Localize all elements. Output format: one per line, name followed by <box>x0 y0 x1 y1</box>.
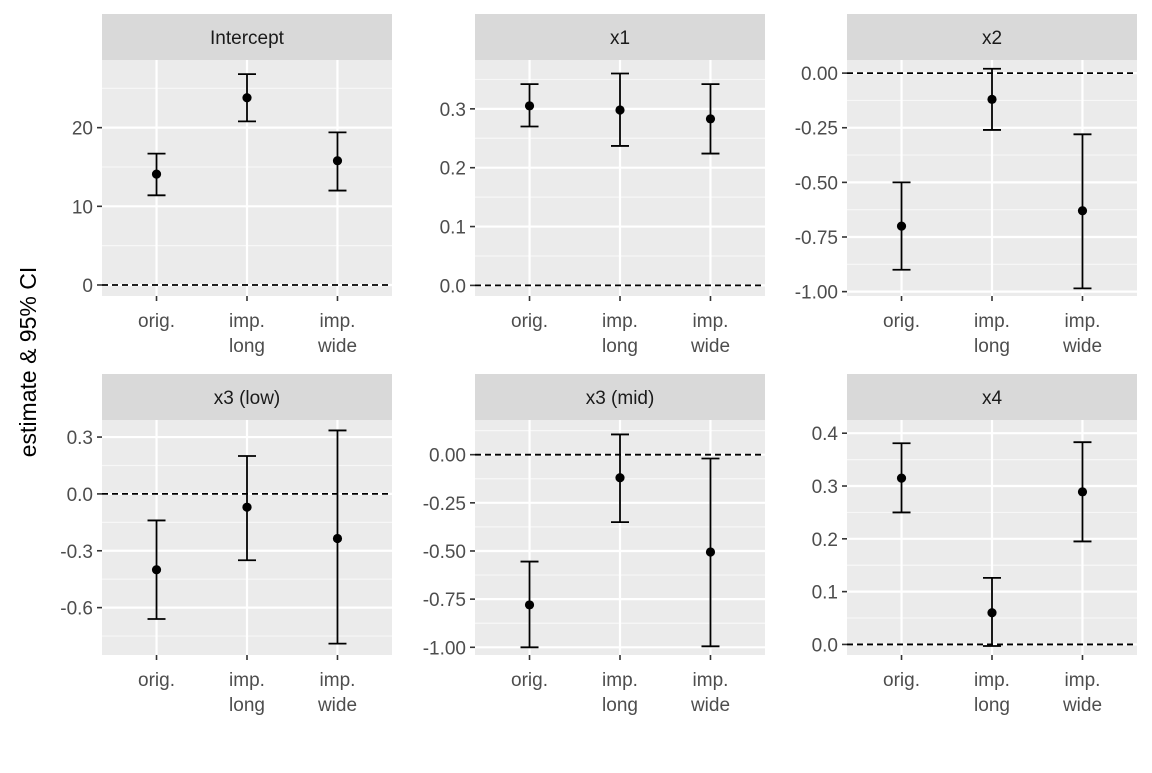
y-tick-label: 0.3 <box>67 428 93 449</box>
x-tick-label: imp. <box>693 311 729 332</box>
y-tick-label: 0.0 <box>67 485 93 506</box>
estimate-point <box>1077 487 1088 497</box>
facet-title: x3 (mid) <box>586 388 655 409</box>
estimate-point <box>615 473 625 483</box>
facet-title: x4 <box>982 388 1003 409</box>
x-tick-label: long <box>602 695 638 716</box>
x-tick-label: wide <box>1062 695 1102 716</box>
y-tick-label: -1.00 <box>795 283 838 304</box>
y-tick-label: -1.00 <box>423 638 466 659</box>
facet-panel: x1 0.0 0.1 0.2 0.3 orig. imp. long imp. wide <box>440 14 765 357</box>
estimate-point <box>242 502 252 512</box>
x-tick-label: imp. <box>229 311 265 332</box>
y-tick-label: 0.00 <box>429 446 466 467</box>
x-tick-label: imp. <box>320 670 356 691</box>
y-tick-label: 0.4 <box>812 424 839 445</box>
facet-panel: x2 0.00 -0.25 -0.50 -0.75 -1.00 orig. imp. long i… <box>795 14 1137 357</box>
y-tick-label: -0.50 <box>795 173 838 194</box>
y-tick-label: 20 <box>72 119 93 140</box>
estimate-point <box>332 156 343 166</box>
facet-strip <box>475 374 765 420</box>
facet-title: Intercept <box>210 28 285 49</box>
facet-title: x2 <box>982 28 1002 49</box>
facet-panel: x4 0.0 0.1 0.2 0.3 0.4 orig. imp. long imp. wide <box>812 374 1137 716</box>
y-tick-label: 0.0 <box>812 635 838 656</box>
x-tick-label: imp. <box>1065 311 1101 332</box>
x-tick-label: wide <box>690 695 730 716</box>
y-tick-label: -0.25 <box>423 494 466 515</box>
x-tick-label: orig. <box>138 670 175 691</box>
x-tick-label: imp. <box>1065 670 1101 691</box>
x-tick-label: imp. <box>602 670 638 691</box>
x-tick-label: orig. <box>883 311 920 332</box>
x-tick-label: wide <box>690 336 730 357</box>
estimate-point <box>524 101 535 111</box>
x-tick-label: long <box>974 336 1010 357</box>
y-tick-label: 0.3 <box>812 477 838 498</box>
y-tick-label: 0.00 <box>801 64 838 85</box>
y-tick-label: 0.1 <box>440 218 466 239</box>
facet-strip <box>847 14 1137 60</box>
y-tick-label: 0.2 <box>812 530 838 551</box>
estimate-point <box>524 600 535 610</box>
estimate-point <box>987 608 997 618</box>
y-tick-label: 0.0 <box>440 276 466 297</box>
facet-panel: Intercept 0 10 20 orig. imp. long imp. wide <box>72 14 392 357</box>
facet-panel: x3 (mid) 0.00 -0.25 -0.50 -0.75 -1.00 orig. imp… <box>423 374 765 716</box>
x-tick-label: orig. <box>883 670 920 691</box>
y-tick-label: -0.3 <box>60 542 93 563</box>
y-tick-label: 0 <box>82 276 93 297</box>
estimate-point <box>615 105 625 115</box>
x-tick-label: long <box>602 336 638 357</box>
facet-panel: x3 (low) 0.3 0.0 -0.3 -0.6 orig. imp. long imp. w… <box>60 374 392 716</box>
estimate-point <box>705 547 716 557</box>
estimate-point <box>1077 206 1088 216</box>
y-tick-label: 10 <box>72 197 93 218</box>
y-tick-label: 0.2 <box>440 159 466 180</box>
facet-title: x3 (low) <box>214 388 281 409</box>
x-tick-label: imp. <box>693 670 729 691</box>
x-tick-label: wide <box>317 336 357 357</box>
y-axis-title: estimate & 95% CI <box>15 267 41 457</box>
x-tick-label: wide <box>1062 336 1102 357</box>
estimate-point <box>151 169 162 179</box>
x-tick-label: imp. <box>320 311 356 332</box>
facet-strip <box>847 374 1137 420</box>
estimate-point <box>987 94 997 104</box>
x-tick-label: long <box>229 695 265 716</box>
x-tick-label: long <box>974 695 1010 716</box>
x-tick-label: orig. <box>511 311 548 332</box>
y-tick-label: -0.75 <box>423 590 466 611</box>
x-tick-label: imp. <box>974 670 1010 691</box>
x-tick-label: wide <box>317 695 357 716</box>
facet-strip <box>475 14 765 60</box>
y-tick-label: -0.75 <box>795 228 838 249</box>
facet-title: x1 <box>610 28 630 49</box>
facet-strip <box>102 374 392 420</box>
estimate-point <box>332 533 343 544</box>
x-tick-label: orig. <box>511 670 548 691</box>
y-tick-label: -0.25 <box>795 119 838 140</box>
y-tick-label: -0.50 <box>423 542 466 563</box>
facet-strip <box>102 14 392 60</box>
estimate-point <box>151 565 162 575</box>
estimate-point <box>896 473 907 483</box>
x-tick-label: long <box>229 336 265 357</box>
y-tick-label: 0.3 <box>440 100 466 121</box>
estimate-point <box>896 221 907 231</box>
y-tick-label: 0.1 <box>812 583 838 604</box>
y-tick-label: -0.6 <box>60 599 93 620</box>
x-tick-label: imp. <box>229 670 265 691</box>
estimate-point <box>705 114 716 124</box>
x-tick-label: imp. <box>974 311 1010 332</box>
x-tick-label: imp. <box>602 311 638 332</box>
estimate-point <box>242 93 252 103</box>
x-tick-label: orig. <box>138 311 175 332</box>
